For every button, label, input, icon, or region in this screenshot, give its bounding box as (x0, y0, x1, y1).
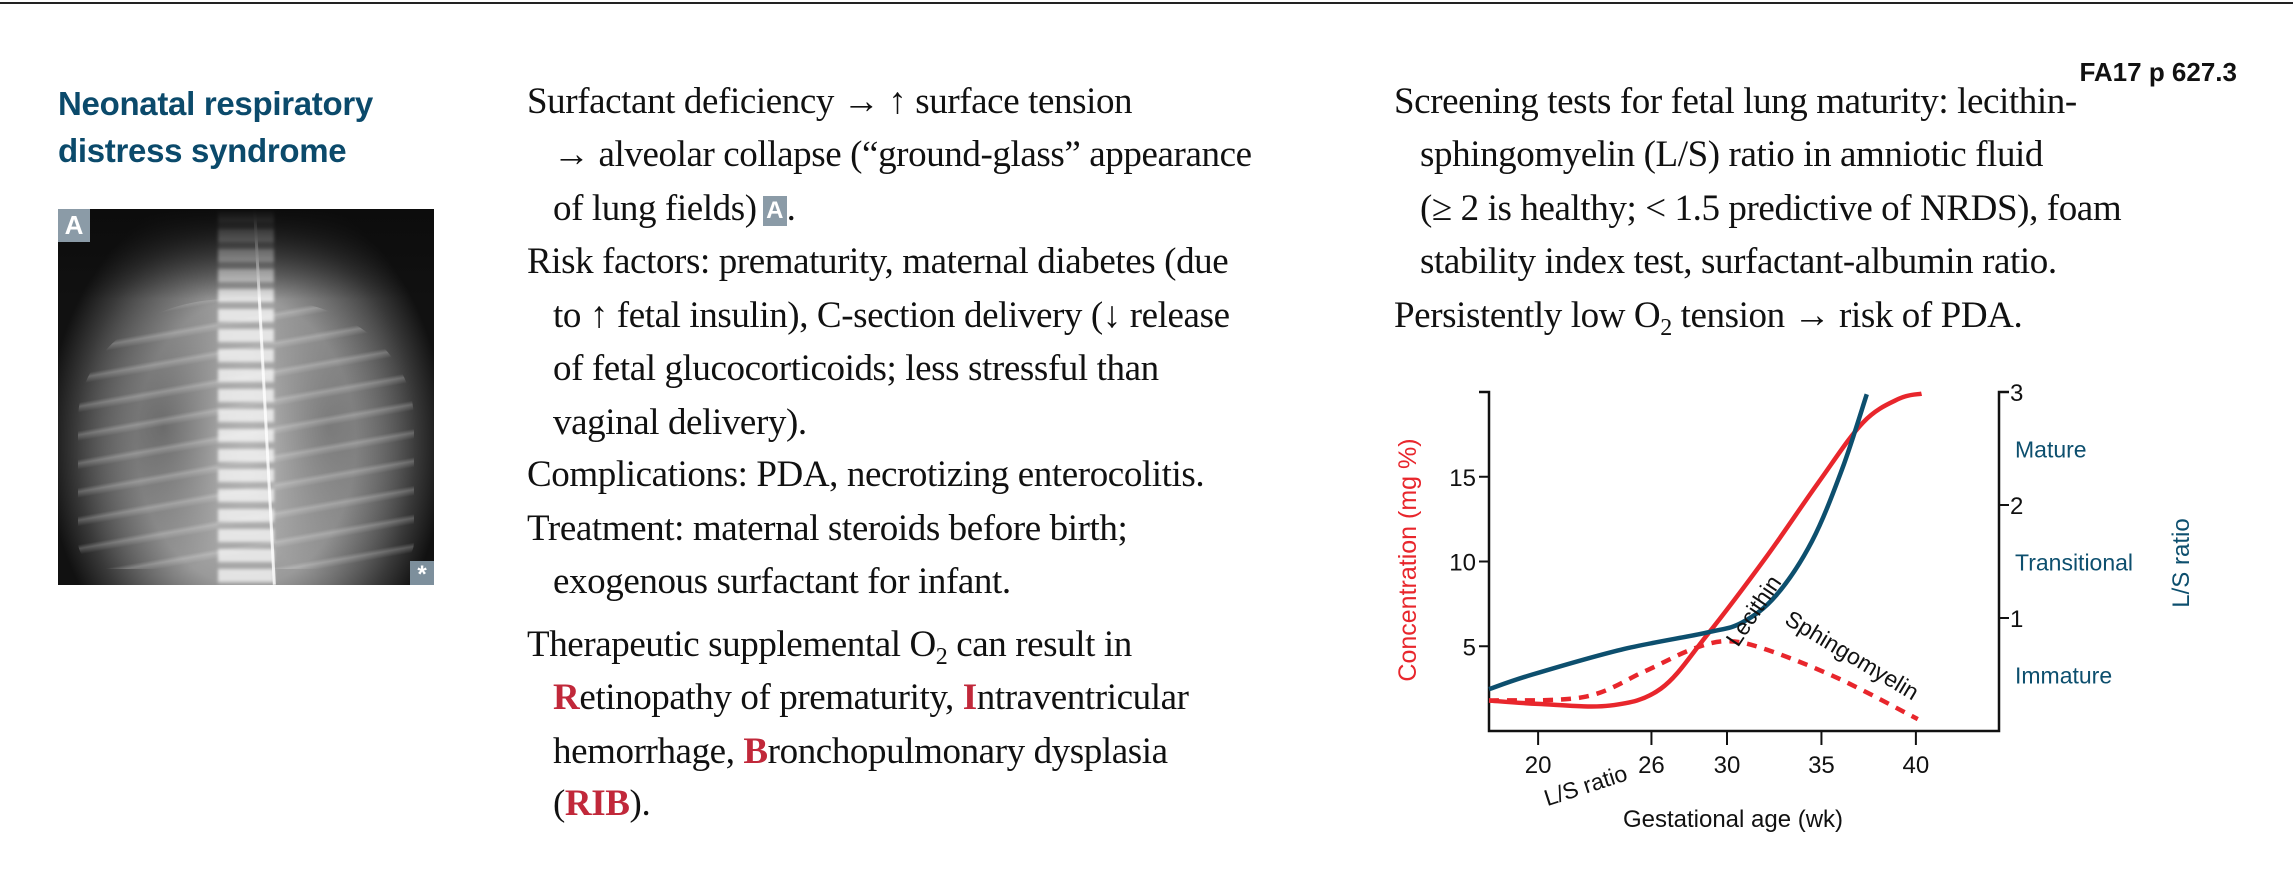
text-segment: hemorrhage, (553, 731, 744, 772)
ls-ratio-curve-label: L/S ratio (1541, 760, 1630, 811)
text-segment: etinopathy of prematurity, (579, 677, 963, 718)
y-tick-label: 15 (1449, 465, 1476, 492)
text-segment: Therapeutic supplemental O (527, 624, 936, 665)
text-line: hemorrhage, Bronchopulmonary dysplasia (553, 730, 1168, 774)
text-segment: can result in (947, 624, 1132, 665)
figure-reference-badge[interactable]: A (762, 196, 787, 226)
text-segment: tension → risk of PDA. (1671, 295, 2023, 336)
text-line: Retinopathy of prematurity, Intraventric… (553, 676, 1189, 720)
y2-tick-label: 2 (2010, 493, 2023, 520)
text-line: stability index test, surfactant-albumin… (1420, 241, 2057, 282)
text-line: (RIB). (553, 782, 651, 826)
text-segment: . (786, 188, 796, 229)
y-tick-label: 5 (1463, 634, 1476, 661)
chest-xray-image: A * (58, 209, 434, 585)
chart-series (1488, 391, 1923, 722)
x-tick-label: 20 (1525, 752, 1552, 779)
text-line: to ↑ fetal insulin), C-section delivery … (553, 295, 1230, 336)
y2-axis-label: L/S ratio (2168, 518, 2195, 607)
subscript: 2 (935, 644, 948, 670)
mnemonic-letter: B (743, 731, 768, 772)
text-line: of lung fields) A. (553, 187, 796, 231)
x-tick-label: 30 (1714, 752, 1741, 779)
sphingomyelin-line (1488, 638, 1919, 722)
page-reference: FA17 p 627.3 (2079, 57, 2237, 87)
sphingomyelin-curve-label: Sphingomyelin (1781, 605, 1924, 705)
text-line: sphingomyelin (L/S) ratio in amniotic fl… (1420, 134, 2044, 175)
text-line: Complications: PDA, necrotizing enteroco… (527, 454, 1205, 495)
text-segment: ). (629, 783, 651, 824)
text-segment: ( (553, 783, 565, 824)
maturity-zone-label: Immature (2015, 663, 2112, 689)
subscript: 2 (1660, 315, 1672, 341)
top-rule (0, 2, 2293, 4)
ls-ratio-chart: 5 10 15 1 2 3 Mature Transitional Immature 20 26 30… (1394, 380, 2195, 833)
text-line: → alveolar collapse (“ground-glass” appe… (553, 134, 1252, 175)
text-segment: Persistently low O (1394, 295, 1661, 336)
chart-axes: 5 10 15 1 2 3 Mature Transitional Immature 20 26 30… (1449, 380, 2133, 779)
text-line: Treatment: maternal steroids before birt… (527, 508, 1128, 549)
xray-shadow (58, 209, 434, 299)
topic-title: Neonatal respiratory distress syndrome (58, 80, 373, 174)
text-line: Surfactant deficiency → ↑ surface tensio… (527, 81, 1133, 122)
text-line: Screening tests for fetal lung maturity:… (1394, 81, 2077, 122)
asterisk-icon: * (410, 561, 434, 585)
figure-label: A (58, 209, 90, 242)
x-tick-label: 26 (1638, 752, 1665, 779)
y-tick-label: 10 (1449, 550, 1476, 577)
lecithin-line (1488, 391, 1923, 709)
x-tick-label: 35 (1808, 752, 1835, 779)
text-line: exogenous surfactant for infant. (553, 561, 1011, 602)
text-line: Persistently low O2 tension → risk of PD… (1394, 294, 2023, 341)
text-line: Risk factors: prematurity, maternal diab… (527, 241, 1229, 282)
text-line: Therapeutic supplemental O2 can result i… (527, 623, 1132, 670)
topic-title-line: distress syndrome (58, 132, 347, 169)
text-segment: of lung fields) (553, 188, 757, 229)
text-line: vaginal delivery). (553, 402, 807, 443)
maturity-zone-label: Mature (2015, 437, 2087, 463)
chart-labels: Concentration (mg %) L/S ratio Gestation… (1394, 438, 2195, 833)
text-line: of fetal glucocorticoids; less stressful… (553, 348, 1159, 389)
maturity-zone-label: Transitional (2015, 550, 2133, 576)
text-segment: ntraventricular (976, 677, 1189, 718)
axis-frame (1479, 390, 2009, 733)
mnemonic-letter: R (553, 677, 580, 718)
x-axis-label: Gestational age (wk) (1623, 806, 1843, 833)
y-axis-label: Concentration (mg %) (1394, 438, 1422, 681)
mnemonic: RIB (564, 783, 630, 824)
text-segment: ronchopulmonary dysplasia (767, 731, 1168, 772)
text-line: (≥ 2 is healthy; < 1.5 predictive of NRD… (1420, 188, 2122, 229)
topic-title-line: Neonatal respiratory (58, 85, 373, 122)
l-s-ratio-line (1488, 393, 1869, 692)
lecithin-curve-label: Lecithin (1720, 570, 1786, 650)
y2-tick-label: 1 (2010, 606, 2023, 633)
x-tick-label: 40 (1903, 752, 1930, 779)
y2-tick-label: 3 (2010, 380, 2023, 407)
mnemonic-letter: I (962, 677, 977, 718)
